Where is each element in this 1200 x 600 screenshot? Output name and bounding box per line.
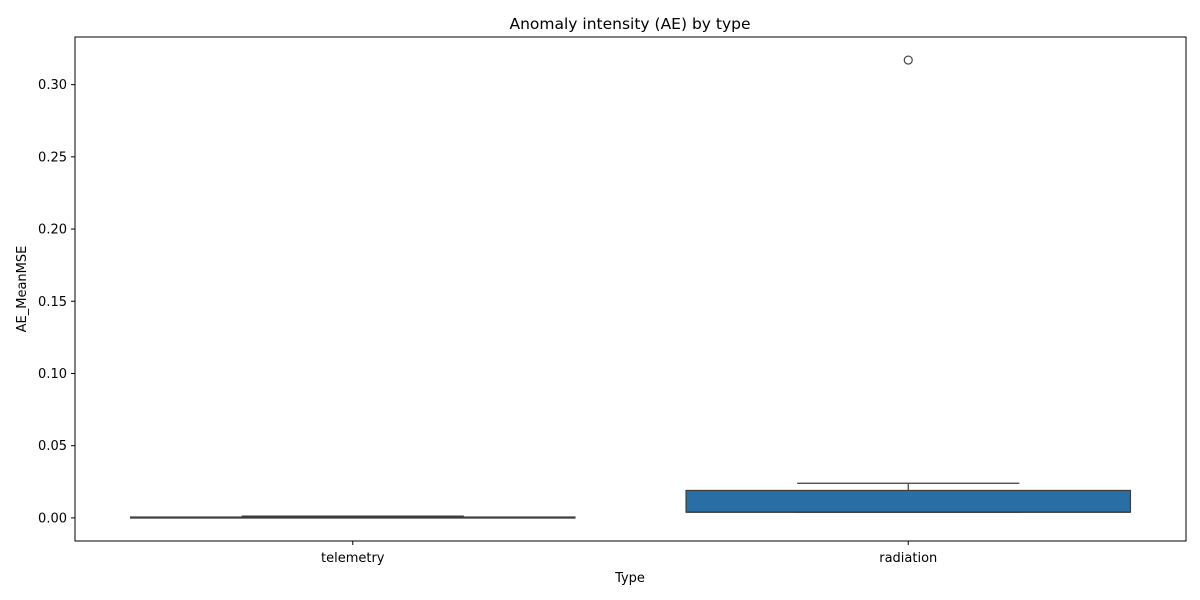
box-telemetry — [129, 515, 576, 519]
y-tick-label: 0.00 — [38, 511, 67, 526]
y-tick-label: 0.05 — [38, 439, 67, 454]
y-tick-label: 0.30 — [38, 78, 67, 93]
y-tick-label: 0.10 — [38, 367, 67, 382]
x-axis-title: Type — [614, 571, 645, 586]
chart-title: Anomaly intensity (AE) by type — [509, 15, 750, 33]
y-tick-label: 0.15 — [38, 295, 67, 310]
plot-area — [129, 55, 1132, 519]
y-axis-title: AE_MeanMSE — [15, 246, 30, 333]
plot-frame — [74, 36, 1187, 542]
outlier-point — [903, 55, 913, 65]
y-axis: 0.00 0.05 0.10 0.15 0.20 0.25 0.30 — [38, 78, 75, 526]
box-radiation — [685, 55, 1132, 513]
x-tick-label: telemetry — [321, 551, 385, 566]
x-axis: telemetry radiation — [321, 541, 937, 566]
x-tick-label: radiation — [879, 551, 937, 566]
y-tick-label: 0.20 — [38, 223, 67, 238]
y-tick-label: 0.25 — [38, 150, 67, 165]
box-iqr — [685, 489, 1132, 513]
